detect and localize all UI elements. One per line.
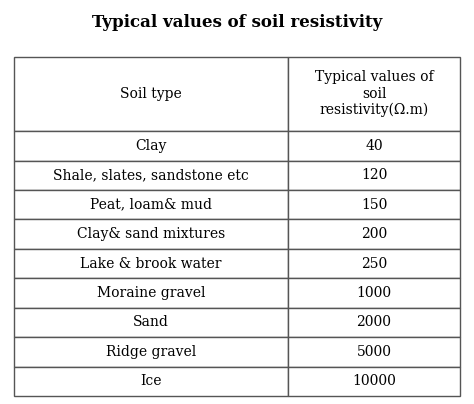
Text: Typical values of soil resistivity: Typical values of soil resistivity	[92, 14, 382, 31]
